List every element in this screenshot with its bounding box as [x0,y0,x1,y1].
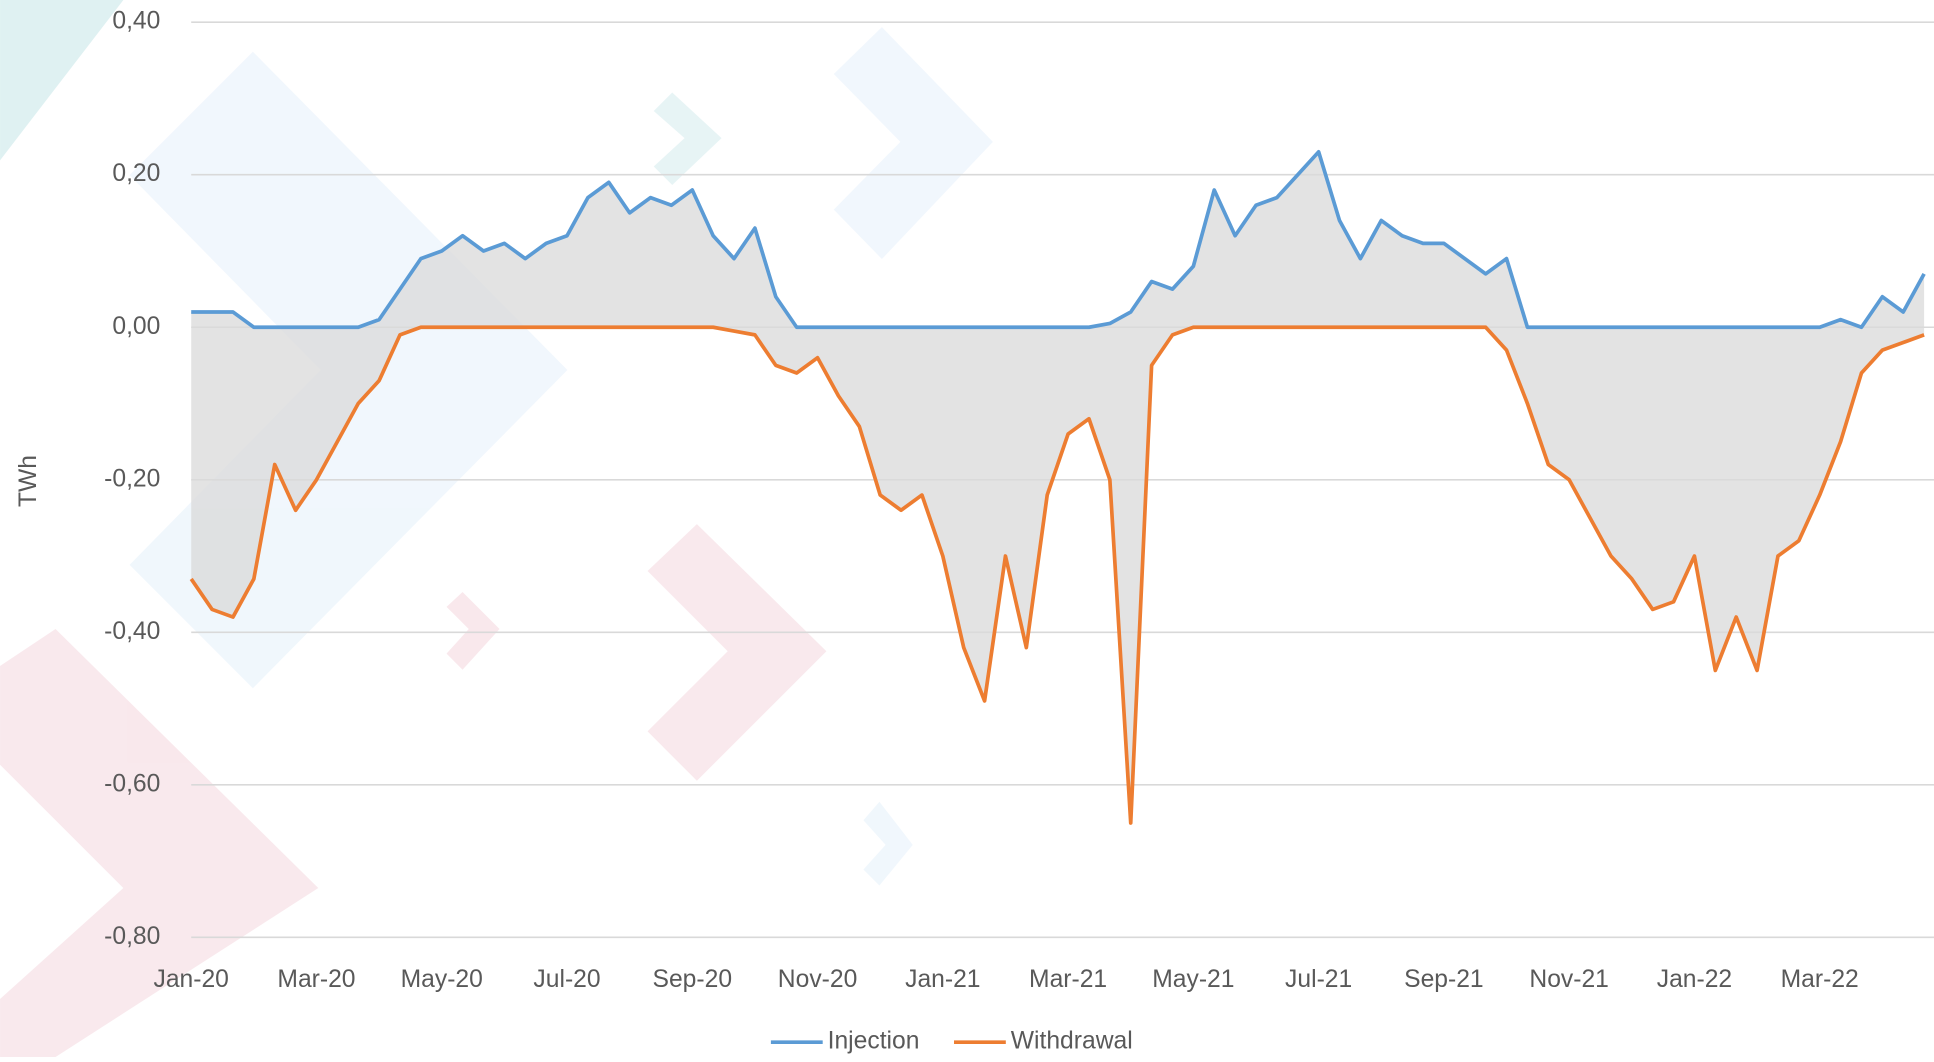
y-tick-label: 0,40 [112,8,160,35]
x-tick-label: Mar-21 [1029,966,1107,993]
series-line [189,325,1925,825]
y-tick-label: -0,60 [104,770,160,797]
legend-label: Injection [828,1028,920,1055]
background-decoration [0,0,993,1057]
x-tick-label: May-21 [1152,966,1234,993]
x-tick-label: Jul-21 [1285,966,1352,993]
y-tick-label: -0,80 [104,923,160,950]
x-tick-label: Mar-20 [277,966,355,993]
x-tick-label: May-20 [401,966,483,993]
x-tick-label: Sep-21 [1404,966,1484,993]
x-tick-label: Jan-22 [1657,966,1732,993]
series-line [191,149,1926,330]
y-tick-label: -0,20 [104,465,160,492]
range-shading [191,151,1925,823]
y-tick-label: -0,40 [104,618,160,645]
legend-label: Withdrawal [1011,1028,1133,1055]
y-tick-label: 0,20 [112,160,160,187]
x-tick-label: Nov-20 [778,966,857,993]
y-axis-title: TWh [15,455,42,507]
x-tick-label: Nov-21 [1529,966,1608,993]
x-tick-label: Mar-22 [1781,966,1859,993]
x-tick-label: Jul-20 [533,966,600,993]
x-tick-label: Sep-20 [653,966,733,993]
y-tick-label: 0,00 [112,313,160,340]
x-tick-label: Jan-21 [905,966,980,993]
x-tick-label: Jan-20 [154,966,229,993]
